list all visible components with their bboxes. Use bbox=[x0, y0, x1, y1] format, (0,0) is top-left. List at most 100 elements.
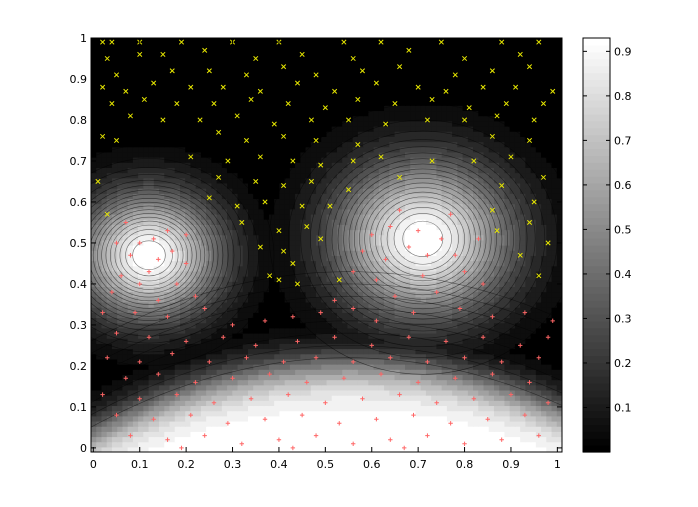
contour-cell bbox=[389, 348, 396, 355]
contour-cell bbox=[452, 410, 458, 417]
contour-cell bbox=[253, 358, 260, 365]
contour-cell bbox=[551, 281, 558, 287]
contour-cell bbox=[263, 400, 270, 407]
contour-cell bbox=[91, 369, 97, 375]
contour-cell bbox=[200, 203, 207, 210]
contour-cell bbox=[478, 317, 485, 324]
contour-cell bbox=[541, 203, 547, 210]
contour-cell bbox=[227, 167, 233, 174]
contour-cell bbox=[232, 395, 239, 401]
contour-cell bbox=[326, 286, 333, 293]
contour-cell bbox=[127, 327, 134, 334]
contour-cell bbox=[300, 446, 307, 452]
contour-cell bbox=[441, 177, 448, 184]
contour-cell bbox=[190, 286, 197, 293]
contour-cell bbox=[159, 369, 165, 375]
contour-cell bbox=[295, 415, 301, 422]
contour-cell bbox=[279, 348, 286, 355]
contour-cell bbox=[336, 389, 343, 396]
contour-cell bbox=[431, 405, 437, 412]
contour-cell bbox=[556, 301, 562, 308]
contour-cell bbox=[295, 431, 301, 438]
contour-cell bbox=[242, 167, 249, 174]
contour-cell bbox=[263, 162, 270, 168]
contour-cell bbox=[248, 182, 254, 189]
contour-cell bbox=[127, 229, 134, 236]
contour-cell bbox=[399, 332, 406, 339]
contour-cell bbox=[164, 358, 171, 365]
contour-cell bbox=[530, 426, 537, 432]
contour-cell bbox=[211, 203, 218, 210]
contour-cell bbox=[169, 364, 176, 370]
contour-cell bbox=[138, 255, 144, 262]
contour-cell bbox=[316, 208, 322, 215]
contour-cell bbox=[415, 198, 422, 205]
contour-cell bbox=[122, 260, 129, 267]
contour-cell bbox=[520, 245, 526, 251]
contour-cell bbox=[258, 265, 265, 272]
contour-cell bbox=[190, 213, 197, 220]
contour-cell bbox=[546, 410, 553, 417]
contour-cell bbox=[446, 213, 453, 220]
contour-cell bbox=[525, 446, 532, 452]
contour-cell bbox=[541, 436, 547, 443]
contour-cell bbox=[263, 353, 270, 360]
contour-cell bbox=[91, 400, 97, 407]
contour-cell bbox=[336, 270, 343, 277]
contour-cell bbox=[221, 265, 228, 272]
contour-cell bbox=[321, 296, 328, 303]
contour-cell bbox=[274, 327, 280, 334]
contour-cell bbox=[279, 301, 286, 308]
contour-cell bbox=[148, 374, 155, 381]
contour-cell bbox=[499, 410, 506, 417]
contour-cell bbox=[232, 379, 239, 386]
contour-cell bbox=[248, 177, 254, 184]
contour-cell bbox=[342, 410, 349, 417]
contour-cell bbox=[410, 245, 417, 251]
contour-cell bbox=[117, 369, 123, 375]
contour-cell bbox=[326, 188, 333, 194]
contour-cell bbox=[509, 234, 516, 241]
contour-cell bbox=[268, 358, 275, 365]
contour-cell bbox=[483, 353, 490, 360]
contour-cell bbox=[148, 208, 155, 215]
contour-cell bbox=[200, 374, 207, 381]
contour-cell bbox=[535, 364, 542, 370]
contour-cell bbox=[467, 327, 474, 334]
contour-cell bbox=[336, 224, 343, 231]
contour-cell bbox=[436, 348, 443, 355]
contour-cell bbox=[363, 234, 369, 241]
contour-cell bbox=[310, 379, 317, 386]
contour-cell bbox=[227, 327, 233, 334]
contour-cell bbox=[211, 193, 218, 200]
contour-cell bbox=[415, 322, 422, 329]
contour-cell bbox=[268, 426, 275, 432]
contour-cell bbox=[117, 426, 123, 432]
contour-cell bbox=[159, 327, 165, 334]
contour-cell bbox=[525, 307, 532, 313]
contour-cell bbox=[216, 213, 223, 220]
contour-cell bbox=[373, 327, 380, 334]
contour-cell bbox=[467, 255, 474, 262]
contour-cell bbox=[190, 338, 197, 344]
contour-cell bbox=[132, 436, 139, 443]
contour-cell bbox=[101, 420, 108, 427]
contour-cell bbox=[384, 188, 390, 194]
contour-cell bbox=[111, 301, 118, 308]
contour-cell bbox=[101, 234, 108, 241]
contour-cell bbox=[326, 374, 333, 381]
contour-cell bbox=[153, 395, 160, 401]
contour-cell bbox=[551, 312, 558, 319]
contour-cell bbox=[525, 291, 532, 298]
contour-cell bbox=[336, 255, 343, 262]
contour-cell bbox=[159, 415, 165, 422]
contour-cell bbox=[488, 301, 495, 308]
contour-cell bbox=[326, 239, 333, 246]
contour-cell bbox=[248, 213, 254, 220]
contour-cell bbox=[169, 162, 176, 168]
contour-cell bbox=[274, 389, 280, 396]
contour-cell bbox=[467, 239, 474, 246]
contour-cell bbox=[373, 307, 380, 313]
contour-cell bbox=[127, 364, 134, 370]
contour-cell bbox=[148, 405, 155, 412]
